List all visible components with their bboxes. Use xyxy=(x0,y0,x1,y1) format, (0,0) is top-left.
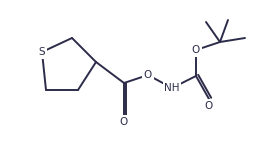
Text: O: O xyxy=(192,45,200,55)
Text: NH: NH xyxy=(164,83,180,93)
Text: S: S xyxy=(39,47,45,57)
Text: O: O xyxy=(120,117,128,127)
Text: O: O xyxy=(144,70,152,80)
Text: O: O xyxy=(205,101,213,111)
